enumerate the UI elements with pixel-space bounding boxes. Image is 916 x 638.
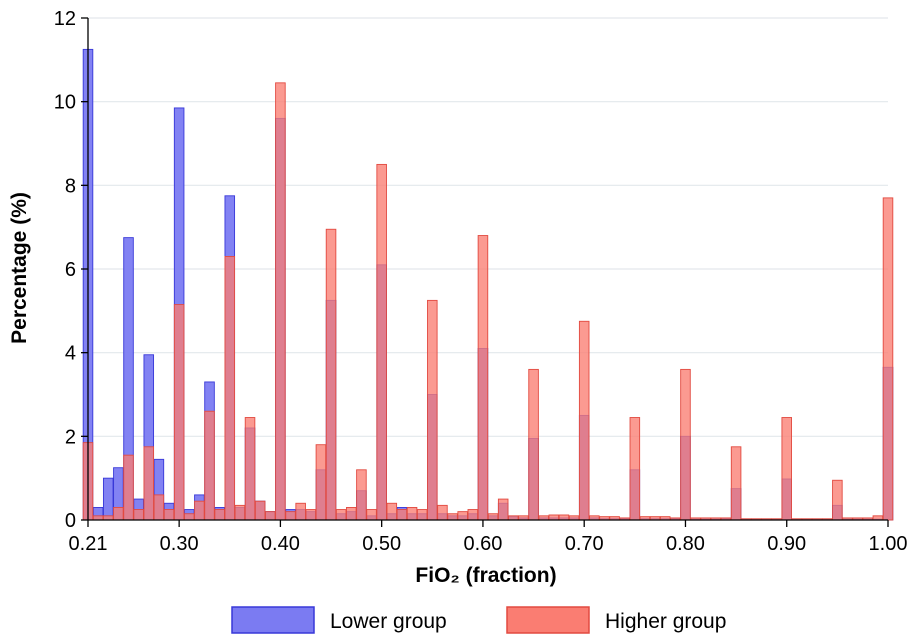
y-tick-label-6: 6 (65, 259, 76, 281)
bar-higher-0.51 (386, 502, 398, 521)
x-tick-label-0.70: 0.70 (565, 533, 604, 555)
y-tick-label-0: 0 (65, 510, 76, 532)
bar-higher-0.68 (558, 514, 570, 521)
legend-swatch-higher (506, 606, 590, 634)
y-tick-label-4: 4 (65, 343, 76, 365)
bar-higher-0.40 (275, 82, 286, 521)
bar-higher-0.62 (497, 498, 509, 521)
bar-higher-0.54 (416, 509, 428, 521)
bar-higher-0.24 (113, 507, 124, 521)
y-tick-label-10: 10 (54, 92, 76, 114)
y-tick-label-12: 12 (54, 8, 76, 30)
bar-higher-0.90 (781, 417, 792, 521)
bar-higher-0.39 (265, 511, 276, 521)
bar-higher-0.46 (335, 509, 347, 521)
bar-higher-0.53 (406, 507, 418, 521)
bar-higher-0.50 (376, 163, 387, 521)
legend-label-lower: Lower group (330, 610, 447, 633)
bar-higher-0.47 (346, 507, 357, 521)
legend-label-higher: Higher group (605, 610, 726, 633)
bar-higher-0.31 (184, 513, 195, 521)
bar-higher-0.55 (427, 299, 438, 521)
x-tick-label-1.00: 1.00 (869, 533, 908, 555)
bar-higher-0.25 (123, 454, 134, 521)
bar-higher-0.45 (325, 228, 337, 521)
bar-higher-0.58 (457, 511, 468, 521)
bar-higher-0.37 (244, 417, 256, 521)
bar-higher-0.32 (194, 500, 205, 521)
legend: Lower group Higher group (231, 606, 726, 634)
bar-higher-0.41 (285, 511, 296, 521)
bar-lower-0.23 (102, 477, 114, 521)
x-tick-label-0.60: 0.60 (463, 533, 502, 555)
bar-higher-0.44 (315, 444, 327, 521)
bar-higher-0.38 (254, 500, 266, 521)
bar-higher-0.28 (153, 494, 165, 521)
bar-higher-0.35 (224, 256, 236, 521)
bar-higher-0.61 (487, 513, 499, 521)
y-axis-ticks: 0 2 4 6 8 10 12 (54, 8, 88, 532)
legend-item-lower: Lower group (231, 606, 447, 634)
legend-swatch-lower (231, 606, 315, 634)
bar-higher-0.95 (832, 479, 843, 521)
bar-higher-0.67 (548, 514, 560, 521)
bar-higher-0.57 (447, 513, 458, 521)
y-tick-label-8: 8 (65, 175, 76, 197)
bar-higher-0.42 (295, 502, 306, 521)
x-axis-ticks: 0.21 0.30 0.40 0.50 0.60 0.70 0.80 0.90 1.00 (69, 520, 908, 555)
x-tick-label-0.21: 0.21 (69, 533, 108, 555)
bar-higher-0.70 (578, 320, 590, 521)
bar-higher-0.27 (143, 446, 155, 521)
bar-higher-0.65 (528, 368, 539, 521)
bar-higher-1.00 (882, 197, 894, 521)
x-axis-title: FiO₂ (fraction) (415, 564, 556, 587)
higher-group-bars (82, 82, 894, 521)
bar-higher-0.85 (730, 446, 742, 521)
x-tick-label-0.40: 0.40 (261, 533, 300, 555)
bar-higher-0.30 (173, 304, 185, 521)
bar-higher-0.49 (366, 509, 377, 521)
x-tick-label-0.50: 0.50 (362, 533, 401, 555)
bar-higher-0.29 (163, 509, 175, 521)
bar-higher-0.34 (214, 509, 225, 521)
bar-higher-0.33 (204, 410, 215, 521)
bar-higher-0.80 (680, 368, 691, 521)
bar-higher-0.56 (437, 504, 448, 521)
y-tick-label-2: 2 (65, 426, 76, 448)
bar-higher-0.48 (356, 469, 367, 521)
bar-higher-0.75 (629, 417, 641, 521)
x-tick-label-0.30: 0.30 (160, 533, 199, 555)
legend-item-higher: Higher group (506, 606, 726, 634)
y-axis-title: Percentage (%) (8, 192, 31, 344)
bar-higher-0.60 (477, 235, 489, 521)
bar-higher-0.43 (305, 509, 317, 521)
bar-higher-0.52 (396, 509, 408, 521)
x-tick-label-0.80: 0.80 (666, 533, 705, 555)
bar-higher-0.59 (467, 509, 479, 521)
x-tick-label-0.90: 0.90 (767, 533, 806, 555)
bar-higher-0.26 (133, 509, 144, 521)
bar-higher-0.36 (234, 504, 246, 521)
